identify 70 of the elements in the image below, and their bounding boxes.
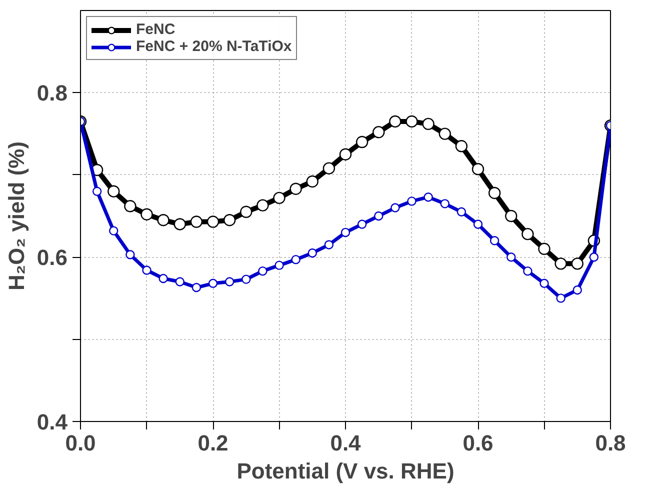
point xyxy=(407,196,416,206)
point xyxy=(340,228,350,238)
point xyxy=(356,136,368,148)
point xyxy=(406,115,418,128)
point xyxy=(224,277,234,286)
point xyxy=(572,285,582,295)
point xyxy=(357,220,367,229)
point xyxy=(424,192,433,202)
point xyxy=(455,140,468,152)
point xyxy=(158,274,168,284)
point xyxy=(256,199,269,212)
point xyxy=(223,214,236,226)
point xyxy=(506,252,516,262)
point xyxy=(258,266,268,276)
point xyxy=(389,115,402,128)
x-axis-title: Potential (V vs. RHE) xyxy=(236,458,454,484)
point xyxy=(324,240,334,250)
point xyxy=(290,182,302,195)
point xyxy=(274,260,284,270)
point xyxy=(472,163,484,176)
point xyxy=(242,274,251,284)
point xyxy=(322,162,336,174)
point xyxy=(523,266,532,276)
legend-label: FeNC xyxy=(136,21,176,38)
point xyxy=(124,200,136,212)
point xyxy=(109,226,118,236)
point xyxy=(140,208,153,220)
point xyxy=(540,278,549,288)
point xyxy=(374,211,384,221)
point xyxy=(473,220,483,229)
point xyxy=(538,242,550,255)
point xyxy=(174,218,186,230)
legend-label: FeNC + 20% N-TaTiOx xyxy=(136,38,292,55)
point xyxy=(490,236,500,246)
x-tick-label: 0.4 xyxy=(330,430,362,456)
y-tick-label: 0.8 xyxy=(36,80,68,106)
point xyxy=(488,186,501,200)
point xyxy=(571,258,584,270)
point xyxy=(142,266,152,275)
x-tick-label: 0.2 xyxy=(198,430,228,456)
point xyxy=(306,175,318,188)
y-tick-label: 0.6 xyxy=(36,245,68,270)
point xyxy=(372,126,385,138)
x-tick-label: 0.6 xyxy=(462,430,494,456)
point xyxy=(456,207,466,216)
point xyxy=(505,210,518,222)
point xyxy=(291,254,300,264)
point xyxy=(108,185,120,198)
point xyxy=(440,199,450,208)
point xyxy=(92,186,102,196)
point xyxy=(339,148,352,160)
point xyxy=(308,248,317,258)
x-tick-label: 0.8 xyxy=(595,430,626,456)
y-axis-title: H₂O₂ yield (%) xyxy=(4,141,29,291)
point xyxy=(522,228,534,240)
point xyxy=(438,128,451,140)
point xyxy=(589,252,599,262)
point xyxy=(190,216,203,228)
point xyxy=(240,206,252,218)
point xyxy=(273,192,286,204)
point xyxy=(175,277,184,286)
point xyxy=(192,282,202,292)
point xyxy=(157,214,170,226)
point xyxy=(126,250,135,260)
point xyxy=(208,278,218,288)
point xyxy=(390,203,400,212)
point xyxy=(206,216,220,228)
point xyxy=(422,118,434,130)
point xyxy=(554,258,567,270)
point xyxy=(556,294,566,303)
